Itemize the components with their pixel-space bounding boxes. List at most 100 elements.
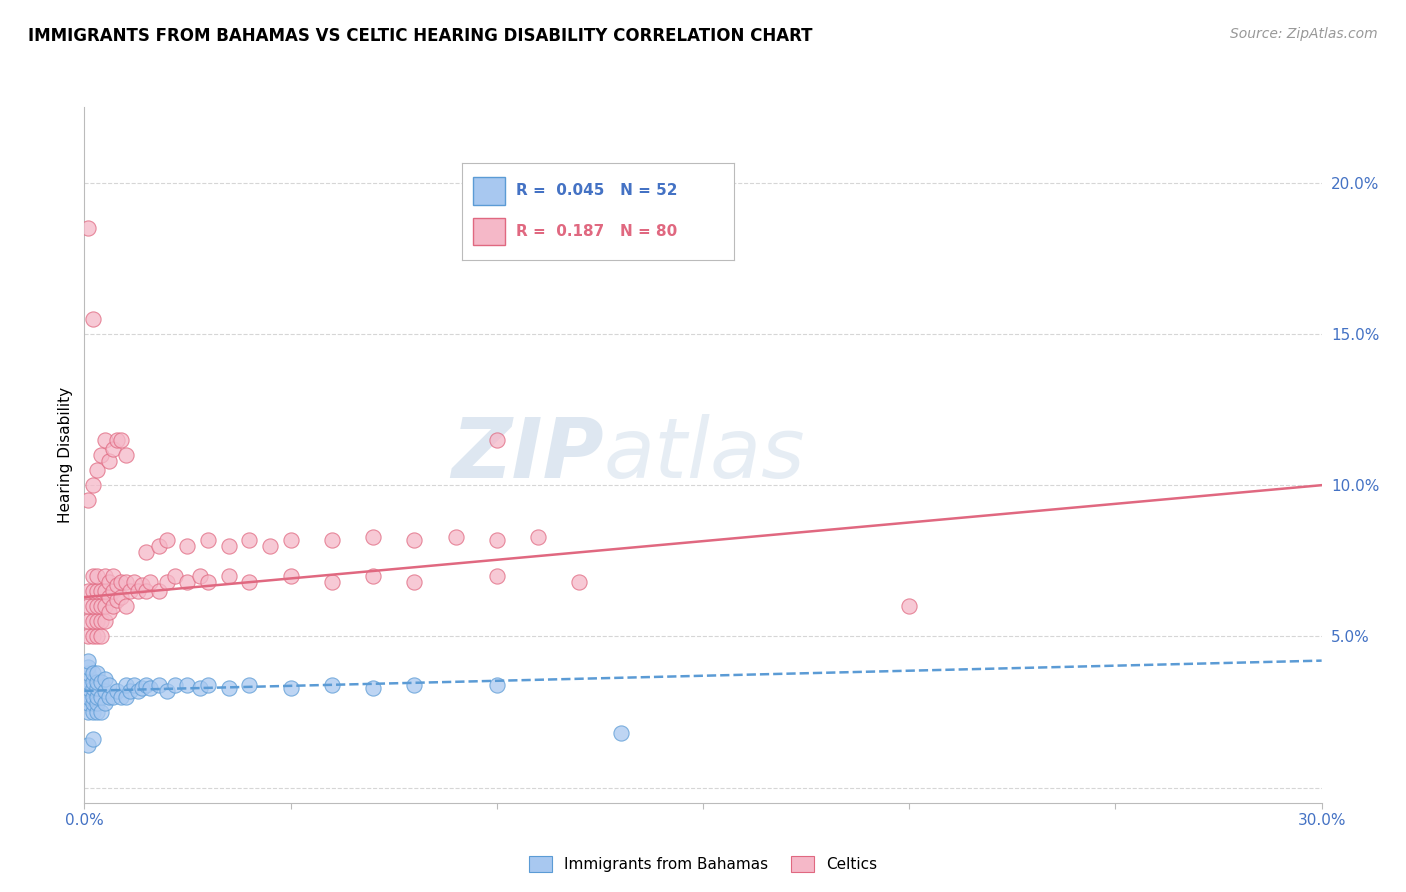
- Point: [103, 569, 125, 583]
- Point: [218, 539, 240, 553]
- Point: [238, 574, 260, 589]
- Point: [82, 732, 104, 747]
- Point: [94, 696, 117, 710]
- Point: [98, 678, 121, 692]
- Point: [82, 311, 104, 326]
- Point: [110, 433, 132, 447]
- Point: [114, 574, 136, 589]
- Point: [444, 530, 467, 544]
- Point: [156, 684, 179, 698]
- Point: [103, 690, 125, 704]
- Point: [114, 690, 136, 704]
- Point: [280, 569, 302, 583]
- Point: [94, 684, 117, 698]
- Point: [82, 478, 104, 492]
- Point: [898, 599, 921, 614]
- Point: [94, 569, 117, 583]
- Point: [94, 584, 117, 599]
- Point: [110, 590, 132, 604]
- Point: [361, 681, 384, 695]
- Point: [82, 615, 104, 629]
- Point: [321, 678, 343, 692]
- Point: [90, 615, 112, 629]
- Point: [90, 674, 112, 689]
- Point: [82, 584, 104, 599]
- Point: [77, 659, 100, 673]
- Point: [77, 654, 100, 668]
- Point: [77, 705, 100, 719]
- Point: [94, 433, 117, 447]
- Point: [122, 574, 145, 589]
- Point: [77, 674, 100, 689]
- Point: [176, 574, 198, 589]
- Point: [77, 615, 100, 629]
- Point: [77, 493, 100, 508]
- Point: [139, 681, 162, 695]
- Point: [218, 569, 240, 583]
- Point: [82, 569, 104, 583]
- Point: [404, 678, 426, 692]
- Point: [82, 665, 104, 680]
- Point: [98, 454, 121, 468]
- Point: [321, 574, 343, 589]
- Point: [197, 533, 219, 547]
- Text: Source: ZipAtlas.com: Source: ZipAtlas.com: [1230, 27, 1378, 41]
- Point: [127, 684, 149, 698]
- Point: [118, 584, 141, 599]
- Point: [105, 684, 128, 698]
- Point: [105, 433, 128, 447]
- Text: IMMIGRANTS FROM BAHAMAS VS CELTIC HEARING DISABILITY CORRELATION CHART: IMMIGRANTS FROM BAHAMAS VS CELTIC HEARIN…: [28, 27, 813, 45]
- Point: [86, 665, 108, 680]
- Point: [82, 674, 104, 689]
- Point: [86, 615, 108, 629]
- Point: [165, 569, 187, 583]
- Point: [77, 739, 100, 753]
- Point: [485, 533, 508, 547]
- Point: [90, 705, 112, 719]
- Point: [86, 629, 108, 643]
- Point: [86, 674, 108, 689]
- Point: [176, 678, 198, 692]
- Point: [114, 599, 136, 614]
- Point: [165, 678, 187, 692]
- Point: [118, 684, 141, 698]
- Point: [148, 539, 170, 553]
- Point: [568, 574, 591, 589]
- Point: [238, 678, 260, 692]
- Point: [82, 690, 104, 704]
- Point: [82, 681, 104, 695]
- Point: [77, 629, 100, 643]
- Point: [86, 584, 108, 599]
- Point: [321, 533, 343, 547]
- Point: [103, 442, 125, 456]
- Point: [280, 681, 302, 695]
- Point: [82, 705, 104, 719]
- Point: [404, 574, 426, 589]
- Point: [90, 599, 112, 614]
- Point: [94, 599, 117, 614]
- Text: ZIP: ZIP: [451, 415, 605, 495]
- Point: [114, 448, 136, 462]
- Point: [218, 681, 240, 695]
- Point: [131, 578, 153, 592]
- Point: [82, 629, 104, 643]
- Point: [103, 599, 125, 614]
- Point: [238, 533, 260, 547]
- Point: [77, 584, 100, 599]
- Y-axis label: Hearing Disability: Hearing Disability: [58, 387, 73, 523]
- Point: [527, 530, 550, 544]
- Point: [148, 584, 170, 599]
- Point: [77, 681, 100, 695]
- Point: [156, 574, 179, 589]
- Point: [188, 569, 211, 583]
- Point: [148, 678, 170, 692]
- Point: [90, 629, 112, 643]
- Point: [485, 678, 508, 692]
- Point: [156, 533, 179, 547]
- Point: [98, 605, 121, 619]
- Point: [82, 599, 104, 614]
- Point: [82, 696, 104, 710]
- Point: [135, 678, 157, 692]
- Point: [122, 678, 145, 692]
- Point: [86, 690, 108, 704]
